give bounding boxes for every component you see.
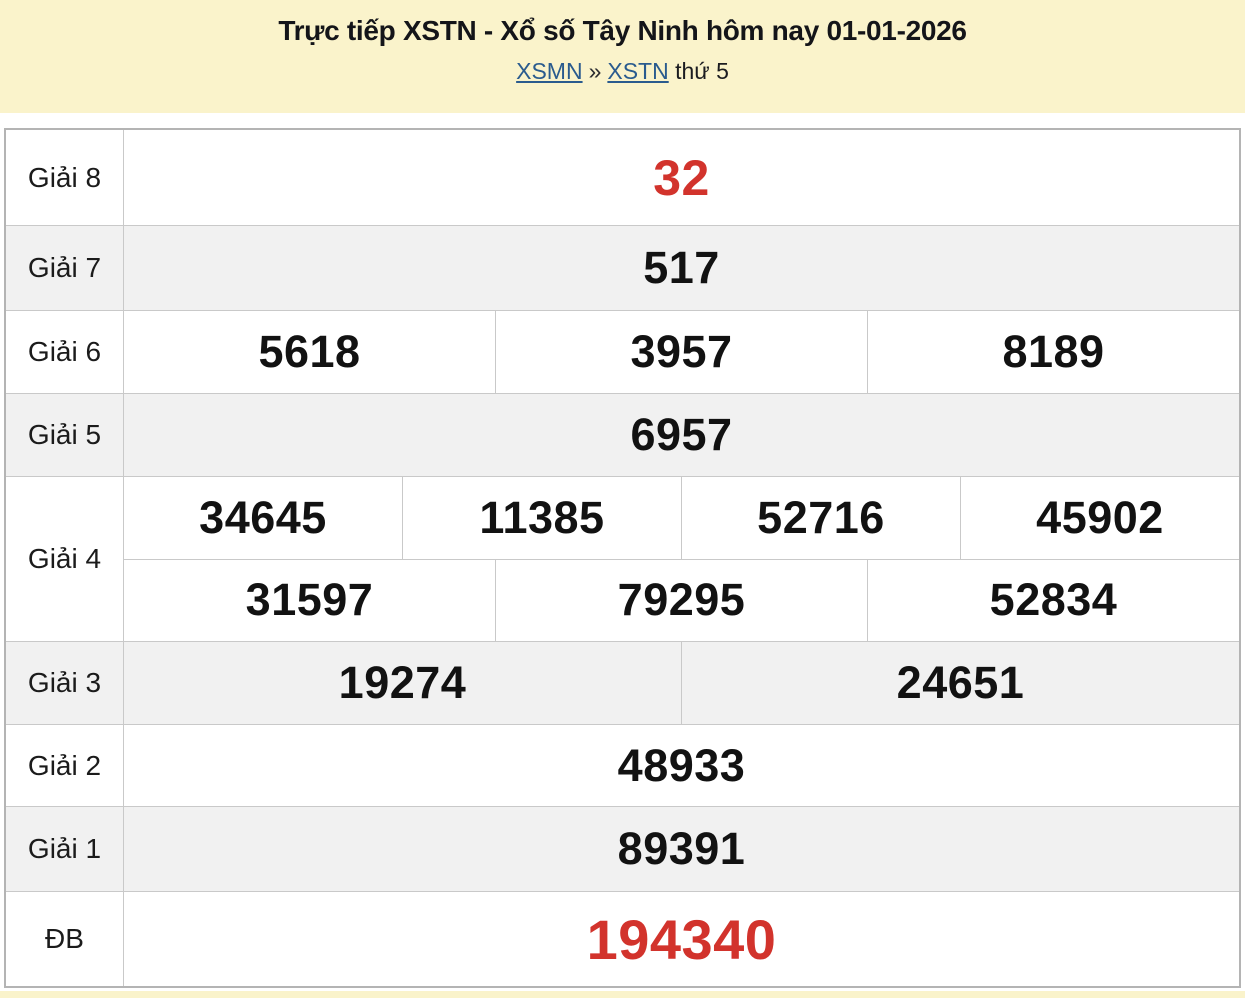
page-title: Trực tiếp XSTN - Xổ số Tây Ninh hôm nay … xyxy=(278,15,967,46)
prize-cell: 34645 xyxy=(124,477,402,559)
prize-row-giai-7: Giải 7 517 xyxy=(6,225,1239,310)
prize-row-giai-8: Giải 8 32 xyxy=(6,130,1239,225)
prize-cell: 11385 xyxy=(402,477,681,559)
prize-cell: 31597 xyxy=(124,560,495,642)
prize-number: 32 xyxy=(653,149,710,206)
prize-label: Giải 6 xyxy=(6,311,124,393)
prize-subrow: 34645 11385 52716 45902 xyxy=(124,477,1239,559)
prize-number: 517 xyxy=(643,242,720,293)
prize-cell: 52716 xyxy=(681,477,960,559)
prize-number: 31597 xyxy=(245,574,374,626)
prize-number: 3957 xyxy=(630,326,733,377)
prize-number: 34645 xyxy=(199,491,327,543)
prize-number: 89391 xyxy=(617,823,746,874)
prize-row-giai-2: Giải 2 48933 xyxy=(6,724,1239,806)
prize-label: Giải 2 xyxy=(6,725,124,806)
prize-number: 52834 xyxy=(989,574,1118,626)
prize-number: 8189 xyxy=(1002,326,1105,377)
prize-cell: 79295 xyxy=(495,559,867,641)
prize-number: 5618 xyxy=(258,326,361,377)
prize-row-db: ĐB 194340 xyxy=(6,891,1239,986)
prize-row-giai-6: Giải 6 5618 3957 8189 xyxy=(6,310,1239,393)
prize-cell: 45902 xyxy=(960,477,1239,559)
prize-number: 19274 xyxy=(338,657,467,708)
prize-cell: 8189 xyxy=(867,311,1239,393)
prize-cell: 3957 xyxy=(495,311,867,393)
prize-number: 48933 xyxy=(617,739,746,791)
prize-label: Giải 8 xyxy=(6,130,124,225)
prize-label: ĐB xyxy=(6,892,124,986)
prize-label: Giải 1 xyxy=(6,807,124,891)
prize-number: 45902 xyxy=(1036,491,1164,543)
page-header: Trực tiếp XSTN - Xổ số Tây Ninh hôm nay … xyxy=(0,0,1245,113)
breadcrumb-link-xsmn[interactable]: XSMN xyxy=(516,58,583,84)
prize-cell: 52834 xyxy=(867,559,1239,641)
prize-cell: 19274 xyxy=(124,642,681,724)
prize-number: 79295 xyxy=(617,574,746,626)
prize-row-giai-1: Giải 1 89391 xyxy=(6,806,1239,891)
prize-number: 194340 xyxy=(586,907,777,971)
prize-cell: 48933 xyxy=(124,725,1239,806)
prize-cell: 5618 xyxy=(124,311,495,393)
prize-row-giai-3: Giải 3 19274 24651 xyxy=(6,641,1239,724)
breadcrumb: XSMN» XSTN thứ 5 xyxy=(0,56,1245,86)
prize-label: Giải 4 xyxy=(6,477,124,641)
prize-number: 24651 xyxy=(896,657,1025,708)
prize-number: 6957 xyxy=(630,409,733,460)
prize-cell: 6957 xyxy=(124,394,1239,476)
breadcrumb-separator: » xyxy=(588,58,602,84)
results-table: Giải 8 32 Giải 7 517 Giải 6 5618 3957 81… xyxy=(4,128,1241,988)
prize-label: Giải 7 xyxy=(6,226,124,310)
prize-label: Giải 3 xyxy=(6,642,124,724)
prize-row-giai-5: Giải 5 6957 xyxy=(6,393,1239,476)
prize-cell: 24651 xyxy=(681,642,1239,724)
breadcrumb-day: thứ 5 xyxy=(675,58,729,84)
prize-cell: 517 xyxy=(124,226,1239,310)
prize-number: 52716 xyxy=(757,491,885,543)
prize-cell: 32 xyxy=(124,130,1239,225)
prize-subrow: 31597 79295 52834 xyxy=(124,558,1239,642)
next-section-strip xyxy=(0,991,1245,998)
prize-label: Giải 5 xyxy=(6,394,124,476)
prize-cell: 194340 xyxy=(124,892,1239,986)
breadcrumb-link-xstn[interactable]: XSTN xyxy=(607,58,669,84)
prize-row-giai-4: Giải 4 34645 11385 52716 45902 31597 xyxy=(6,476,1239,641)
prize-number: 11385 xyxy=(479,491,605,543)
prize-cell: 89391 xyxy=(124,807,1239,891)
